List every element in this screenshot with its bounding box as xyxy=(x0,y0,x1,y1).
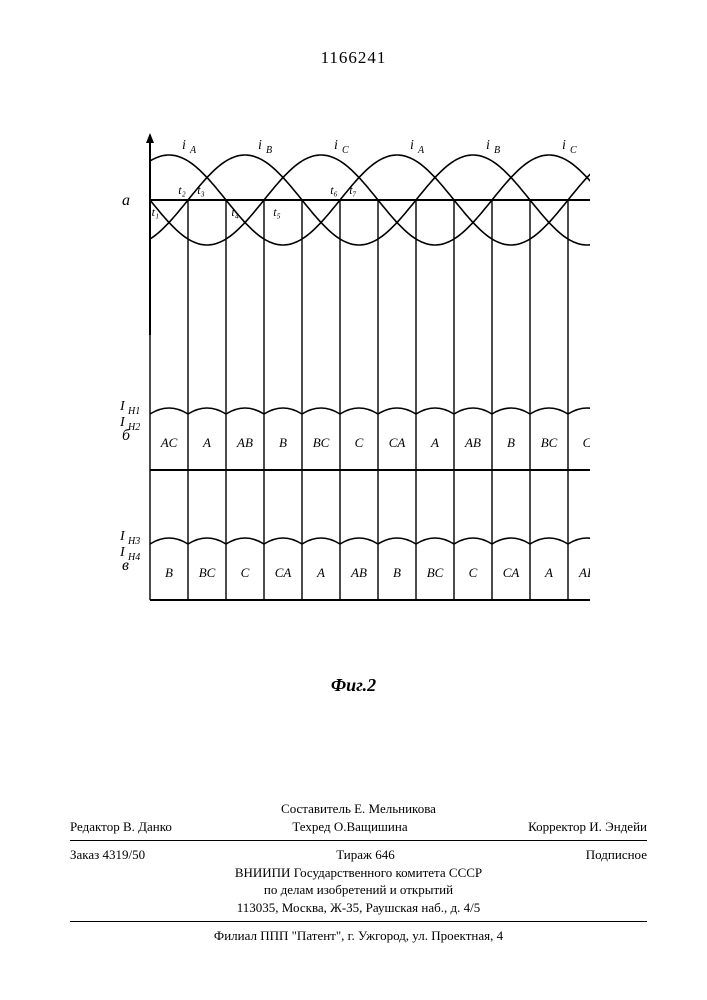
svg-text:I: I xyxy=(119,399,126,414)
order-no: Заказ 4319/50 xyxy=(70,846,145,864)
editor: Редактор В. Данко xyxy=(70,818,172,836)
svg-text:CA: CA xyxy=(503,565,520,580)
svg-text:B: B xyxy=(393,565,401,580)
svg-text:t₄: t₄ xyxy=(231,205,239,219)
compiler-line: Составитель Е. Мельникова xyxy=(70,800,647,818)
svg-text:BC: BC xyxy=(313,435,330,450)
svg-text:AB: AB xyxy=(578,565,590,580)
tirazh: Тираж 646 xyxy=(336,846,395,864)
svg-text:i: i xyxy=(334,138,338,153)
svg-text:t₇: t₇ xyxy=(349,183,357,197)
figure-area: tаiAiBiCiAiBiCt₁t₂t₃t₄t₅t₆t₇tбIН1IН2ACAA… xyxy=(110,120,590,660)
divider-2 xyxy=(70,921,647,922)
svg-text:B: B xyxy=(165,565,173,580)
svg-text:B: B xyxy=(507,435,515,450)
svg-text:t₆: t₆ xyxy=(330,183,338,197)
svg-text:C: C xyxy=(469,565,478,580)
svg-text:i: i xyxy=(562,138,566,153)
svg-text:BC: BC xyxy=(199,565,216,580)
svg-text:Н3: Н3 xyxy=(127,536,140,547)
svg-text:A: A xyxy=(430,435,439,450)
subscribe: Подписное xyxy=(586,846,647,864)
svg-text:C: C xyxy=(342,145,349,156)
svg-text:A: A xyxy=(189,145,197,156)
svg-text:C: C xyxy=(570,145,577,156)
corrector: Корректор И. Эндейи xyxy=(528,818,647,836)
svg-text:Н4: Н4 xyxy=(127,552,140,563)
svg-text:BC: BC xyxy=(541,435,558,450)
svg-text:i: i xyxy=(486,138,490,153)
order-row: Заказ 4319/50 Тираж 646 Подписное xyxy=(70,846,647,864)
svg-text:Н1: Н1 xyxy=(127,406,140,417)
svg-text:C: C xyxy=(583,435,590,450)
org-line-2: по делам изобретений и открытий xyxy=(70,881,647,899)
svg-text:AB: AB xyxy=(350,565,367,580)
svg-text:i: i xyxy=(258,138,262,153)
svg-text:A: A xyxy=(202,435,211,450)
svg-text:B: B xyxy=(279,435,287,450)
svg-text:Н2: Н2 xyxy=(127,422,140,433)
svg-text:i: i xyxy=(182,138,186,153)
svg-text:A: A xyxy=(316,565,325,580)
credits-row: Редактор В. Данко Техред О.Ващишина Корр… xyxy=(70,818,647,836)
svg-text:i: i xyxy=(410,138,414,153)
svg-text:AB: AB xyxy=(236,435,253,450)
svg-text:t₃: t₃ xyxy=(197,183,205,197)
page: 1166241 tаiAiBiCiAiBiCt₁t₂t₃t₄t₅t₆t₇tбIН… xyxy=(0,0,707,1000)
svg-text:t₁: t₁ xyxy=(152,205,160,219)
divider-1 xyxy=(70,840,647,841)
svg-text:A: A xyxy=(544,565,553,580)
timing-diagram-svg: tаiAiBiCiAiBiCt₁t₂t₃t₄t₅t₆t₇tбIН1IН2ACAA… xyxy=(110,120,590,660)
figure-caption: Фиг.2 xyxy=(0,675,707,696)
svg-text:A: A xyxy=(417,145,425,156)
svg-text:AC: AC xyxy=(160,435,178,450)
branch-line: Филиал ППП "Патент", г. Ужгород, ул. Про… xyxy=(70,927,647,945)
addr-line-1: 113035, Москва, Ж-35, Раушская наб., д. … xyxy=(70,899,647,917)
org-line-1: ВНИИПИ Государственного комитета СССР xyxy=(70,864,647,882)
techred: Техред О.Ващишина xyxy=(292,818,407,836)
document-number: 1166241 xyxy=(0,48,707,68)
svg-text:C: C xyxy=(355,435,364,450)
svg-text:AB: AB xyxy=(464,435,481,450)
svg-text:BC: BC xyxy=(427,565,444,580)
svg-text:B: B xyxy=(266,145,272,156)
svg-text:C: C xyxy=(241,565,250,580)
svg-text:I: I xyxy=(119,529,126,544)
svg-text:t₅: t₅ xyxy=(273,205,281,219)
svg-text:CA: CA xyxy=(275,565,292,580)
footer-block: Составитель Е. Мельникова Редактор В. Да… xyxy=(70,800,647,945)
svg-text:а: а xyxy=(122,192,130,209)
svg-text:CA: CA xyxy=(389,435,406,450)
svg-text:t₂: t₂ xyxy=(178,183,186,197)
svg-text:B: B xyxy=(494,145,500,156)
